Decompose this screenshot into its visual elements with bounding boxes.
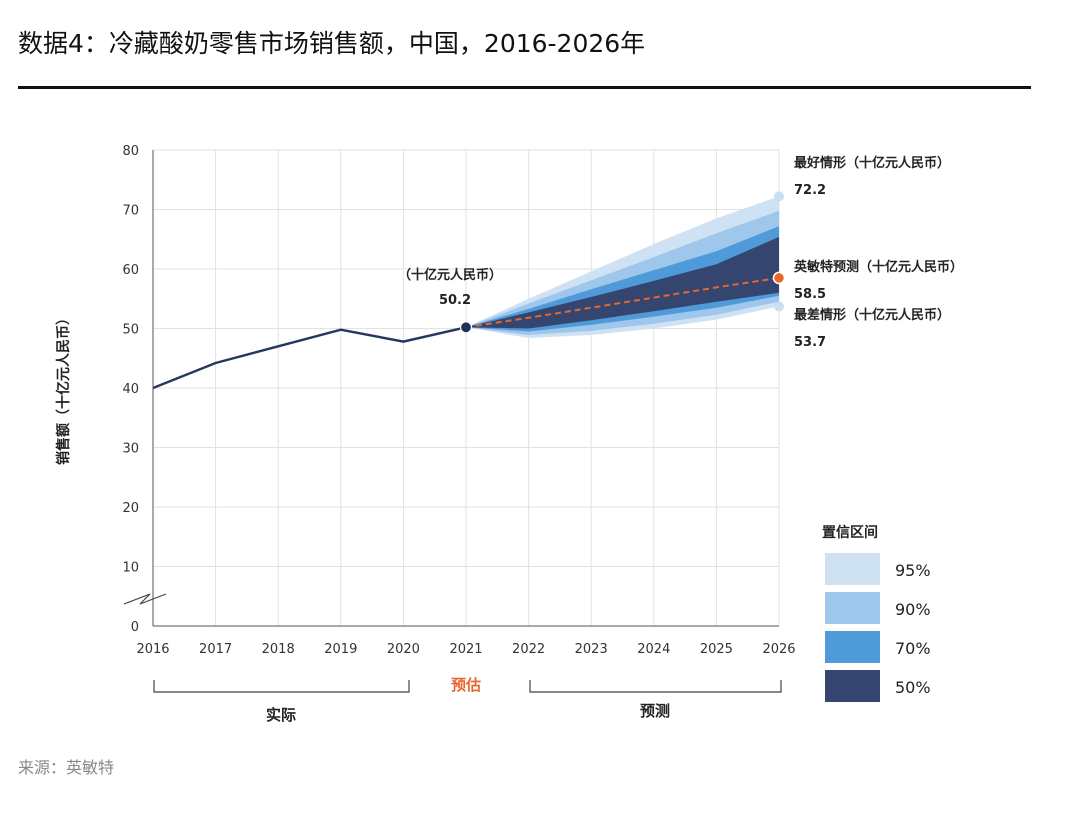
grid bbox=[153, 149, 780, 626]
x-tick-label: 2018 bbox=[262, 642, 295, 657]
confidence-bands bbox=[466, 196, 779, 338]
actual-line bbox=[152, 326, 467, 390]
y-axis-title: 销售额（十亿元人民币） bbox=[55, 311, 72, 465]
y-tick-label: 60 bbox=[122, 263, 139, 278]
actual-period-label: 实际 bbox=[266, 706, 296, 724]
central-forecast-point bbox=[772, 271, 786, 285]
point-2021-label: （十亿元人民币） bbox=[398, 267, 502, 283]
x-tick-label: 2021 bbox=[449, 642, 482, 657]
band-70 bbox=[466, 226, 779, 332]
axis-break-mark bbox=[123, 593, 167, 605]
y-tick-label: 80 bbox=[122, 144, 139, 159]
legend-title: 置信区间 bbox=[822, 524, 878, 541]
point-2021 bbox=[459, 321, 473, 334]
x-tick-label: 2019 bbox=[324, 642, 357, 657]
legend-label-50: 50% bbox=[895, 678, 931, 697]
legend-swatch-50 bbox=[825, 670, 880, 702]
best-case-value: 72.2 bbox=[794, 183, 826, 198]
central-forecast-value: 58.5 bbox=[794, 287, 826, 302]
x-tick-label: 2024 bbox=[637, 642, 670, 657]
legend-label-90: 90% bbox=[895, 600, 931, 619]
worst-case-value: 53.7 bbox=[794, 335, 826, 350]
annotations: （十亿元人民币） 50.2 最好情形（十亿元人民币） 72.2 英敏特预测（十亿元人民币… bbox=[398, 155, 963, 350]
worst-case-label: 最差情形（十亿元人民币） bbox=[794, 307, 950, 323]
title-divider bbox=[18, 86, 1031, 89]
y-tick-label: 50 bbox=[122, 323, 139, 338]
central-forecast-label: 英敏特预测（十亿元人民币） bbox=[793, 259, 963, 275]
actual-bracket bbox=[153, 680, 410, 693]
best-case-label: 最好情形（十亿元人民币） bbox=[794, 155, 950, 171]
series-lines bbox=[152, 191, 786, 390]
forecast-central-line bbox=[465, 276, 780, 329]
x-tick-label: 2025 bbox=[700, 642, 733, 657]
y-tick-label: 40 bbox=[122, 382, 139, 397]
legend-label-70: 70% bbox=[895, 639, 931, 658]
y-tick-label: 70 bbox=[122, 204, 139, 219]
y-tick-label: 10 bbox=[122, 561, 139, 576]
source-note: 来源：英敏特 bbox=[18, 758, 115, 777]
chart-title: 数据4：冷藏酸奶零售市场销售额，中国，2016-2026年 bbox=[18, 29, 646, 58]
worst-case-point bbox=[774, 301, 784, 312]
y-tick-label: 0 bbox=[131, 620, 139, 635]
legend-swatch-90 bbox=[825, 592, 880, 624]
estimate-period-label: 预估 bbox=[451, 676, 481, 694]
x-tick-label: 2020 bbox=[387, 642, 420, 657]
y-tick-label: 30 bbox=[122, 442, 139, 457]
legend-label-95: 95% bbox=[895, 561, 931, 580]
y-tick-label: 20 bbox=[122, 501, 139, 516]
legend: 置信区间 95% 90% 70% 50% bbox=[822, 524, 931, 702]
forecast-bracket bbox=[529, 680, 782, 693]
x-tick-label: 2026 bbox=[762, 642, 795, 657]
point-2021-value: 50.2 bbox=[439, 293, 471, 308]
legend-swatch-70 bbox=[825, 631, 880, 663]
band-50 bbox=[466, 236, 779, 329]
forecast-period-label: 预测 bbox=[640, 702, 670, 720]
legend-swatch-95 bbox=[825, 553, 880, 585]
best-case-point bbox=[774, 191, 784, 202]
axes: 0 10 20 30 40 50 60 70 80 2016 2017 2018 2019 2020 202… bbox=[55, 144, 796, 724]
x-tick-label: 2022 bbox=[512, 642, 545, 657]
x-tick-label: 2017 bbox=[199, 642, 232, 657]
x-tick-label: 2023 bbox=[575, 642, 608, 657]
x-tick-label: 2016 bbox=[136, 642, 169, 657]
